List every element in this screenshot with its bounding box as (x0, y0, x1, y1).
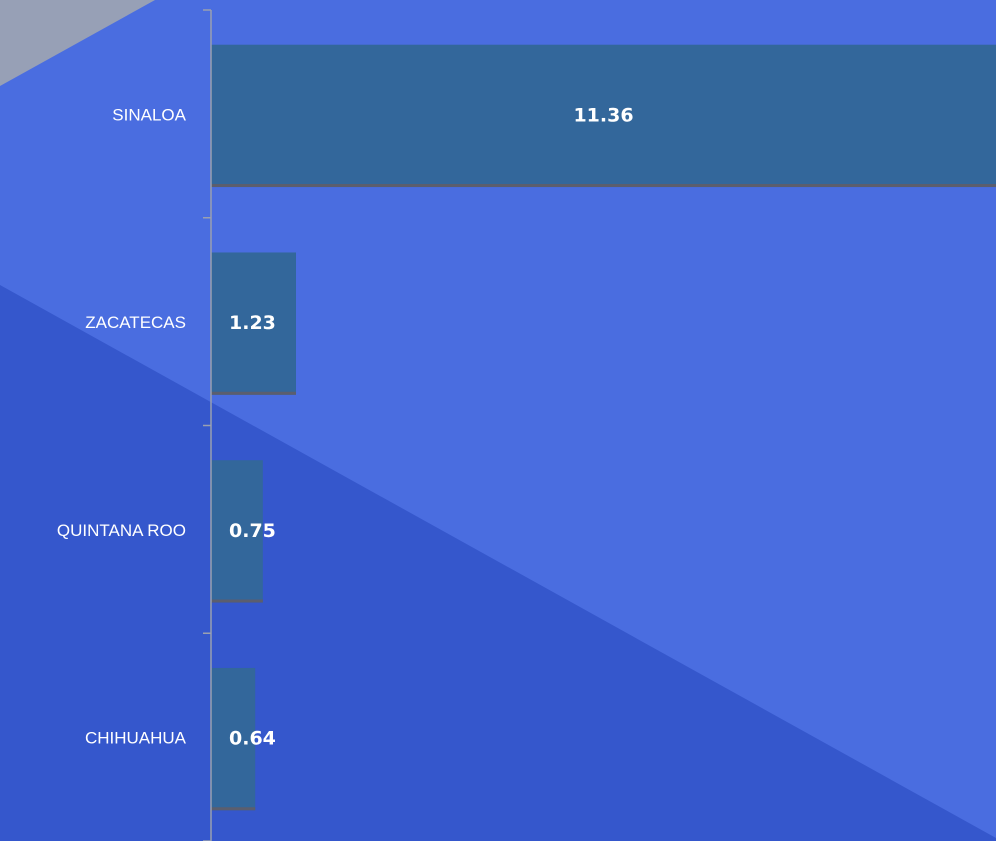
bar (211, 44, 996, 188)
y-tick-label: ZACATECAS (85, 313, 186, 332)
bar-edge (211, 184, 996, 188)
bar (211, 667, 256, 811)
bar (211, 252, 296, 395)
data-label: 0.75 (229, 520, 276, 542)
bar (211, 460, 263, 603)
y-tick-label: CHIHUAHUA (85, 729, 187, 748)
background-shape (0, 0, 155, 86)
bar-edge (211, 807, 256, 811)
data-label: 11.36 (573, 104, 633, 126)
bar-edge (211, 391, 296, 395)
y-tick-label: QUINTANA ROO (57, 521, 186, 540)
bar-edge (211, 599, 263, 603)
data-label: 0.64 (229, 728, 276, 750)
y-tick-label: SINALOA (112, 105, 186, 124)
data-label: 1.23 (229, 312, 276, 334)
